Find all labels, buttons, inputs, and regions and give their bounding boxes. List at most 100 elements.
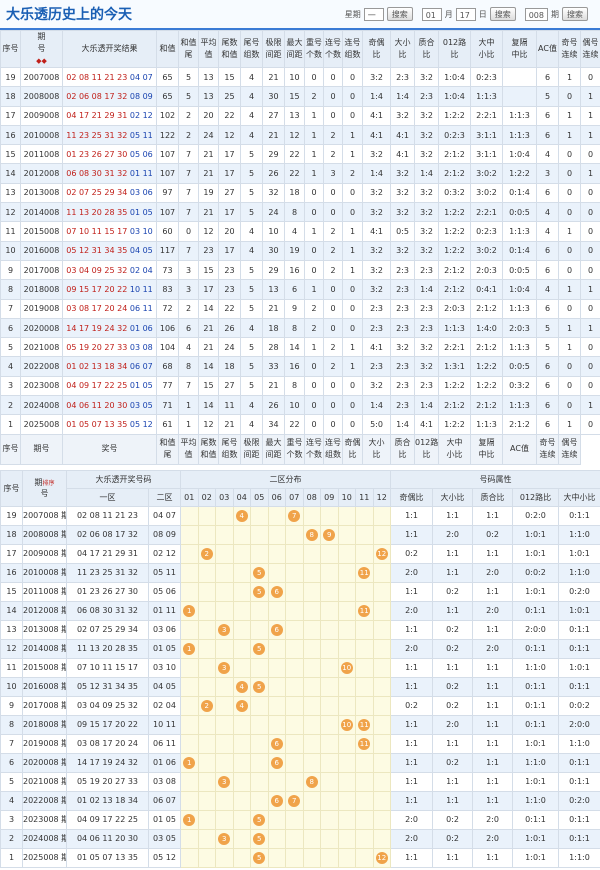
stat-cell: 6 — [536, 395, 559, 416]
ball: 8 — [305, 775, 318, 788]
dist-cell — [337, 733, 356, 754]
dist-cell — [180, 524, 199, 545]
month-select[interactable]: 01 — [421, 7, 442, 21]
stat-cell: 0 — [580, 356, 600, 377]
attr-cell: 2:0 — [390, 562, 433, 583]
header-text: 号 — [40, 489, 49, 499]
dist-cell — [285, 847, 304, 868]
front-numbers: 07 10 11 15 17 — [66, 657, 149, 678]
dist-cell — [337, 790, 356, 811]
table-body: 19 2007008 期 02 08 11 21 23 04 07 4 7 1:1 1:1 1:… — [0, 505, 600, 868]
header-text: 尾 — [163, 450, 172, 460]
weekday-select[interactable]: 一 — [363, 7, 384, 21]
attr-cell: 1:1 — [432, 771, 473, 792]
attr-column: 奇偶比 — [390, 487, 433, 507]
issue-input[interactable]: 008 — [524, 7, 548, 21]
stat-cell: 0 — [580, 337, 600, 358]
ball: 1 — [183, 642, 196, 655]
issue: 2019008 期 — [22, 733, 67, 754]
front-numbers: 02 06 08 17 32 — [66, 91, 128, 101]
issue: 2018008 — [20, 279, 63, 300]
stat-cell: 0 — [558, 182, 581, 204]
data-row: 7 2019008 03 08 17 20 24 06 11 72 2 14 22 5 21 9 2… — [0, 298, 600, 319]
stat-cell: 3:2 — [362, 144, 391, 165]
attr-cell: 0:1:1 — [557, 676, 600, 697]
header-text: 比 — [450, 50, 459, 59]
stat-cell: 1 — [558, 317, 581, 339]
ball: 5 — [253, 585, 266, 598]
attr-cell: 1:1 — [472, 752, 513, 773]
search-button[interactable]: 搜索 — [386, 7, 413, 21]
stat-cell: 2:3 — [390, 395, 415, 416]
ball: 3 — [218, 832, 231, 845]
ball: 4 — [235, 509, 248, 522]
sort-label[interactable]: 排序 — [42, 480, 55, 488]
data-row: 13 2013008 期 02 07 25 29 34 03 06 3 6 1:1 0:2 1:… — [0, 619, 600, 640]
stat-cell: 5 — [536, 337, 559, 358]
front-numbers: 02 08 11 21 23 — [66, 505, 149, 526]
attr-cell: 0:0:2 — [557, 695, 600, 716]
dist-cell — [285, 581, 304, 602]
search-button[interactable]: 搜索 — [489, 7, 516, 21]
issue: 2024008 期 — [22, 828, 67, 849]
front-numbers: 04 09 17 22 25 — [66, 809, 149, 830]
stat-cell: 1 — [342, 337, 363, 358]
dist-cell — [232, 581, 251, 602]
data-row: 14 2012008 06 08 30 31 32 01 11 107 7 21 17 5 26… — [0, 163, 600, 184]
seq: 7 — [0, 298, 21, 319]
issue: 2020008 — [20, 317, 63, 339]
issue: 2022008 — [20, 356, 63, 377]
stat-cell: 1:4 — [390, 414, 415, 435]
dist-cell — [355, 828, 374, 849]
stat-cell: 2:1:2 — [438, 259, 471, 281]
header-text: 中比 — [478, 450, 495, 460]
header-text: 连号 — [325, 438, 341, 448]
dist-column: 05 — [250, 487, 269, 507]
data-row: 5 2021008 期 05 19 20 27 33 03 08 3 8 1:1 1:1 1:1… — [0, 771, 600, 792]
data-row: 19 2007008 期 02 08 11 21 23 04 07 4 7 1:1 1:1 1:… — [0, 505, 600, 526]
attr-cell: 1:1 — [390, 714, 433, 735]
attr-cell: 2:0 — [432, 714, 473, 735]
dist-cell — [355, 581, 374, 602]
attr-cell: 1:0:1 — [557, 657, 600, 678]
stat-cell: 0:2:3 — [470, 66, 503, 88]
attr-cell: 0:1:1 — [557, 619, 600, 640]
stat-cell: 0:2:3 — [470, 221, 503, 242]
distribution-table: 序号 期排序号大乐透开奖号码 二区分布 号码属性 一区 二区 01 02 03 04 05 06 07 0… — [0, 469, 600, 868]
back-numbers: 03 06 — [129, 188, 153, 198]
search-button[interactable]: 搜索 — [562, 7, 588, 21]
stat-cell: 1 — [342, 221, 363, 242]
sort-icon[interactable]: ◆◆ — [36, 57, 47, 65]
issue: 2013008 — [20, 182, 63, 204]
seq: 4 — [0, 790, 23, 811]
dist-cell: 11 — [355, 714, 374, 735]
stat-cell: 3 — [536, 163, 559, 184]
header-text: 间距 — [243, 450, 260, 460]
seq: 16 — [0, 562, 23, 583]
header-text: 和值 — [200, 450, 217, 460]
stat-cell: 2:1:2 — [438, 279, 471, 300]
dist-cell: 5 — [250, 847, 269, 868]
attr-cell: 0:1:1 — [512, 714, 559, 735]
stat-cell: 0 — [304, 356, 324, 377]
dist-cell: 1 — [180, 809, 199, 830]
day-select[interactable]: 17 — [455, 7, 476, 21]
header-text: 复隔 — [478, 438, 495, 448]
dist-cell — [372, 733, 391, 754]
stat-cell: 0 — [323, 202, 343, 223]
back-numbers: 03 06 — [148, 619, 181, 640]
header-text: 奇偶 — [344, 438, 361, 448]
front-numbers: 11 13 20 28 35 — [66, 638, 149, 659]
data-row: 18 2008008 02 06 08 17 32 08 09 65 5 13 25 4 30 1… — [0, 86, 600, 107]
stat-cell: 107 — [156, 144, 179, 165]
back-numbers: 08 09 — [148, 524, 181, 545]
dist-cell — [250, 600, 269, 621]
dist-cell — [215, 695, 234, 716]
dist-cell: 5 — [250, 638, 269, 659]
dist-cell — [285, 657, 304, 678]
back-numbers: 01 11 — [148, 600, 181, 621]
stat-cell: 0 — [558, 240, 581, 261]
back-numbers: 03 05 — [129, 400, 153, 410]
attr-cell: 0:1:1 — [512, 600, 559, 621]
issue: 2010008 — [20, 124, 63, 146]
